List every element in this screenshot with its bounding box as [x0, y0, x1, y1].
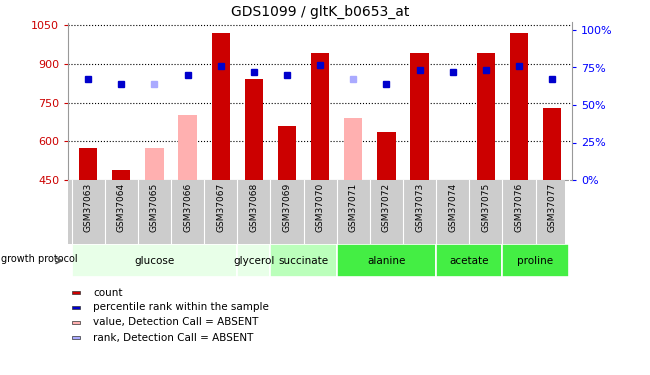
- Bar: [337, 244, 436, 277]
- Title: GDS1099 / gltK_b0653_at: GDS1099 / gltK_b0653_at: [231, 4, 410, 19]
- Text: value, Detection Call = ABSENT: value, Detection Call = ABSENT: [93, 318, 258, 327]
- Bar: [72, 244, 237, 277]
- Bar: [377, 132, 395, 180]
- Bar: [543, 108, 561, 180]
- Bar: [510, 33, 528, 180]
- Text: GSM37074: GSM37074: [448, 183, 457, 232]
- Bar: [72, 306, 80, 309]
- Bar: [476, 54, 495, 180]
- Text: GSM37071: GSM37071: [349, 183, 358, 232]
- Text: GSM37069: GSM37069: [283, 183, 291, 232]
- Bar: [146, 148, 164, 180]
- Text: GSM37076: GSM37076: [514, 183, 523, 232]
- Text: glycerol: glycerol: [233, 256, 274, 266]
- Text: percentile rank within the sample: percentile rank within the sample: [93, 303, 269, 312]
- Bar: [112, 170, 131, 180]
- Text: proline: proline: [517, 256, 554, 266]
- Text: glucose: glucose: [135, 256, 175, 266]
- Text: GSM37064: GSM37064: [117, 183, 126, 232]
- Text: alanine: alanine: [367, 256, 406, 266]
- Text: GSM37070: GSM37070: [316, 183, 324, 232]
- Text: GSM37068: GSM37068: [250, 183, 258, 232]
- Bar: [212, 33, 230, 180]
- Bar: [311, 54, 330, 180]
- Bar: [237, 244, 270, 277]
- Text: succinate: succinate: [278, 256, 329, 266]
- Text: rank, Detection Call = ABSENT: rank, Detection Call = ABSENT: [93, 333, 254, 342]
- Text: GSM37063: GSM37063: [84, 183, 93, 232]
- Text: growth protocol: growth protocol: [1, 254, 78, 264]
- Text: GSM37072: GSM37072: [382, 183, 391, 232]
- Text: GSM37075: GSM37075: [482, 183, 490, 232]
- Text: GSM37066: GSM37066: [183, 183, 192, 232]
- Bar: [245, 79, 263, 180]
- Bar: [410, 54, 428, 180]
- Bar: [278, 126, 296, 180]
- Text: acetate: acetate: [450, 256, 489, 266]
- Bar: [72, 291, 80, 294]
- Bar: [179, 116, 197, 180]
- Text: count: count: [93, 288, 122, 297]
- Text: GSM37067: GSM37067: [216, 183, 225, 232]
- Text: GSM37065: GSM37065: [150, 183, 159, 232]
- Bar: [436, 244, 502, 277]
- Bar: [502, 244, 569, 277]
- Bar: [72, 321, 80, 324]
- Text: GSM37073: GSM37073: [415, 183, 424, 232]
- Bar: [344, 118, 363, 180]
- Bar: [72, 336, 80, 339]
- Bar: [79, 148, 98, 180]
- Text: GSM37077: GSM37077: [547, 183, 556, 232]
- Bar: [270, 244, 337, 277]
